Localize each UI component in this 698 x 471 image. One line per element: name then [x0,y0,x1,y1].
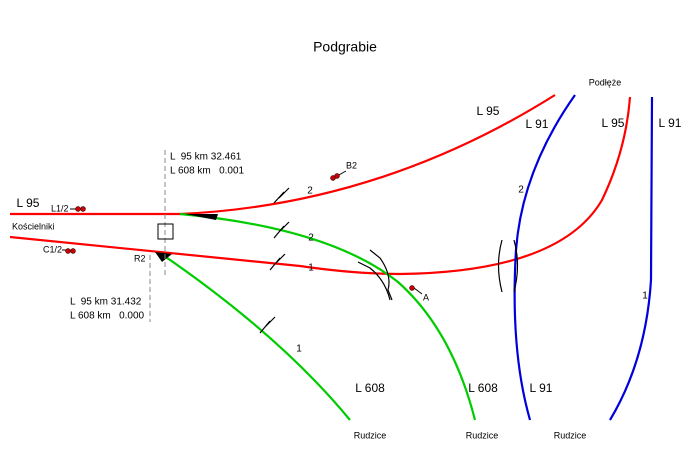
station-label: Rudzice [554,430,587,440]
switch-point [185,214,218,220]
bridge [369,249,393,301]
title: Podgrabie [313,39,377,55]
signal [62,248,76,254]
line-label: L 95 [17,196,40,210]
track-red-upper [10,94,556,216]
signal-label: C1/2 [43,244,62,254]
line-label: L 91 [530,381,553,395]
station-label: Podłęże [589,77,622,87]
track-blue-right [609,96,654,421]
track-number: 1 [296,344,302,355]
track-number: 2 [518,185,524,196]
signal [70,206,86,212]
joint [273,187,290,204]
signal [409,285,423,295]
track-number: 2 [307,186,313,197]
switch-point [155,252,172,262]
joint [273,221,290,239]
km-label: L 95 km 31.432 [70,297,142,308]
station-label: Kościelniki [12,221,55,231]
line-label: L 608 [468,381,498,395]
signal-label: B2 [346,160,357,170]
line-label: L 95 [602,116,625,130]
line-label: L 91 [659,116,682,130]
km-label: L 608 km 0.001 [170,166,245,177]
line-label: L 91 [526,117,549,131]
station-label: Rudzice [354,430,387,440]
bridge [357,261,391,301]
line-label: L 95 [477,104,500,118]
track-number: 1 [642,291,648,302]
signal-label: L1/2 [51,203,69,213]
station-label: Rudzice [466,430,499,440]
km-label: L 95 km 32.461 [170,152,242,163]
bridge [513,239,519,293]
joint [259,316,276,334]
signal [330,170,347,181]
track-green-lower [159,252,351,421]
bridge [497,239,503,293]
building [157,223,174,240]
switch-label: R2 [134,253,146,263]
track-number: 2 [308,233,314,244]
line-label: L 608 [355,381,385,395]
track-red-lower [9,96,632,276]
track-green-upper [179,212,477,421]
signal-label: A [423,292,429,302]
km-label: L 608 km 0.000 [70,311,145,322]
joint [269,253,286,271]
track-number: 1 [308,263,314,274]
